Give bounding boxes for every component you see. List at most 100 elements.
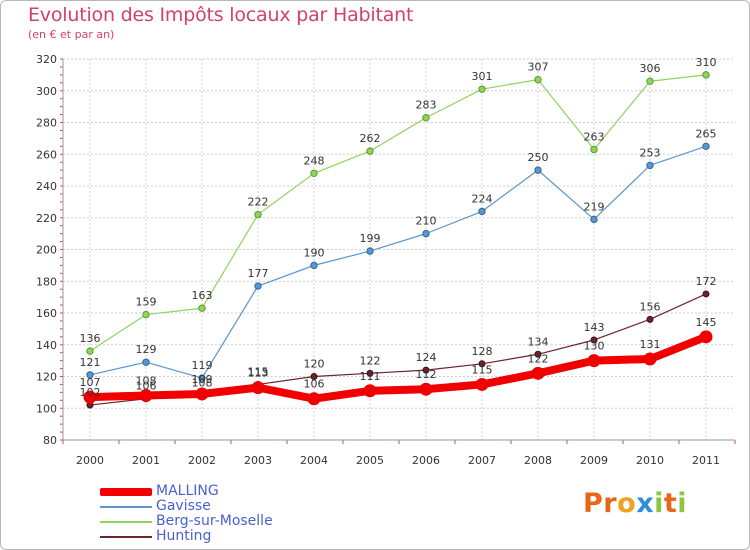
data-point-malling	[475, 377, 489, 391]
x-tick-label: 2009	[580, 454, 608, 467]
data-point-malling	[643, 352, 657, 366]
data-point-hunting	[310, 373, 318, 380]
data-label-hunting: 102	[80, 386, 101, 399]
y-tick-label: 180	[36, 275, 57, 288]
data-point-gavisse	[198, 374, 206, 382]
data-point-hunting	[646, 315, 654, 323]
data-label-malling: 106	[304, 378, 325, 391]
data-point-malling	[531, 366, 545, 380]
data-point-gavisse	[590, 215, 598, 224]
series-line-gavisse	[89, 145, 707, 379]
data-label-malling: 145	[696, 316, 717, 329]
data-label-gavisse: 219	[584, 200, 605, 213]
data-point-hunting	[366, 369, 374, 377]
data-label-gavisse: 199	[360, 232, 381, 245]
data-label-malling: 108	[136, 375, 157, 388]
data-point-berg-sur-moselle	[422, 114, 430, 122]
logo-letter: i	[654, 488, 664, 519]
data-label-gavisse: 224	[472, 192, 493, 205]
legend-label-malling: MALLING	[156, 483, 219, 499]
data-point-malling	[363, 384, 377, 398]
legend-swatch-malling	[100, 488, 152, 496]
data-point-malling	[83, 390, 97, 404]
data-label-berg-sur-moselle: 310	[696, 56, 717, 69]
chart-subtitle: (en € et par an)	[28, 28, 115, 41]
logo-letter: x	[636, 488, 655, 519]
data-point-berg-sur-moselle	[534, 75, 542, 84]
legend-label-berg-sur-moselle: Berg-sur-Moselle	[156, 513, 273, 529]
data-label-hunting: 106	[136, 380, 157, 393]
y-tick-label: 80	[43, 434, 57, 447]
x-tick-label: 2002	[188, 454, 216, 467]
x-tick-label: 2000	[76, 454, 104, 467]
data-label-malling: 113	[248, 367, 269, 380]
legend: MALLING Gavisse Berg-sur-Moselle Hunting	[100, 483, 320, 544]
logo-letter: o	[617, 488, 637, 519]
data-label-hunting: 128	[472, 345, 493, 358]
x-tick-label: 2003	[244, 454, 272, 467]
legend-label-hunting: Hunting	[156, 528, 212, 544]
x-tick-label: 2001	[132, 454, 160, 467]
data-label-berg-sur-moselle: 262	[360, 132, 381, 145]
data-point-hunting	[590, 336, 598, 344]
data-label-gavisse: 253	[640, 146, 661, 159]
data-label-gavisse: 265	[696, 127, 717, 140]
proxiti-logo: Proxiti	[583, 488, 687, 519]
data-label-gavisse: 129	[136, 343, 157, 356]
data-label-malling: 122	[528, 352, 549, 365]
data-label-gavisse: 119	[192, 359, 213, 372]
data-point-hunting	[478, 360, 486, 368]
data-point-gavisse	[646, 161, 654, 170]
y-tick-label: 320	[36, 53, 57, 66]
x-tick-label: 2011	[692, 454, 720, 467]
data-point-gavisse	[422, 229, 430, 238]
chart-title: Evolution des Impôts locaux par Habitant	[28, 4, 414, 26]
data-point-berg-sur-moselle	[366, 147, 374, 155]
logo-letter: P	[583, 488, 604, 519]
x-tick-label: 2006	[412, 454, 440, 467]
data-label-berg-sur-moselle: 307	[528, 61, 549, 74]
legend-item-berg-sur-moselle[interactable]: Berg-sur-Moselle	[100, 513, 320, 529]
data-label-gavisse: 177	[248, 267, 269, 280]
legend-swatch-gavisse	[100, 506, 152, 508]
data-label-malling: 107	[80, 376, 101, 389]
data-label-berg-sur-moselle: 222	[248, 196, 269, 209]
legend-item-hunting[interactable]: Hunting	[100, 528, 320, 544]
data-label-gavisse: 210	[416, 215, 437, 228]
data-point-gavisse	[366, 247, 374, 255]
data-label-malling: 111	[360, 370, 381, 383]
y-tick-label: 240	[36, 180, 57, 193]
data-point-berg-sur-moselle	[86, 347, 94, 355]
y-tick-label: 100	[36, 402, 57, 415]
x-tick-label: 2007	[468, 454, 496, 467]
x-tick-label: 2010	[636, 454, 664, 467]
legend-item-gavisse[interactable]: Gavisse	[100, 498, 320, 514]
y-tick-label: 120	[36, 371, 57, 384]
data-label-berg-sur-moselle: 163	[192, 289, 213, 302]
data-label-hunting: 143	[584, 321, 605, 334]
data-point-malling	[251, 381, 265, 395]
data-point-berg-sur-moselle	[478, 85, 486, 93]
data-point-gavisse	[534, 166, 542, 174]
y-tick-label: 280	[36, 117, 57, 130]
y-tick-label: 220	[36, 212, 57, 225]
x-tick-label: 2008	[524, 454, 552, 467]
y-tick-label: 200	[36, 244, 57, 257]
data-label-malling: 130	[584, 340, 605, 353]
data-label-gavisse: 121	[80, 356, 101, 369]
data-label-hunting: 115	[248, 365, 269, 378]
data-point-malling	[307, 392, 321, 406]
data-point-gavisse	[310, 261, 318, 270]
series-line-malling	[86, 332, 710, 403]
data-label-gavisse: 190	[304, 246, 325, 259]
x-tick-label: 2004	[300, 454, 328, 467]
data-label-berg-sur-moselle: 159	[136, 296, 157, 309]
data-label-hunting: 156	[640, 300, 661, 313]
data-point-gavisse	[478, 207, 486, 216]
data-label-hunting: 172	[696, 275, 717, 288]
data-point-malling	[699, 330, 713, 344]
legend-item-malling[interactable]: MALLING	[100, 483, 320, 499]
data-point-berg-sur-moselle	[702, 71, 710, 79]
data-label-malling: 131	[640, 338, 661, 351]
